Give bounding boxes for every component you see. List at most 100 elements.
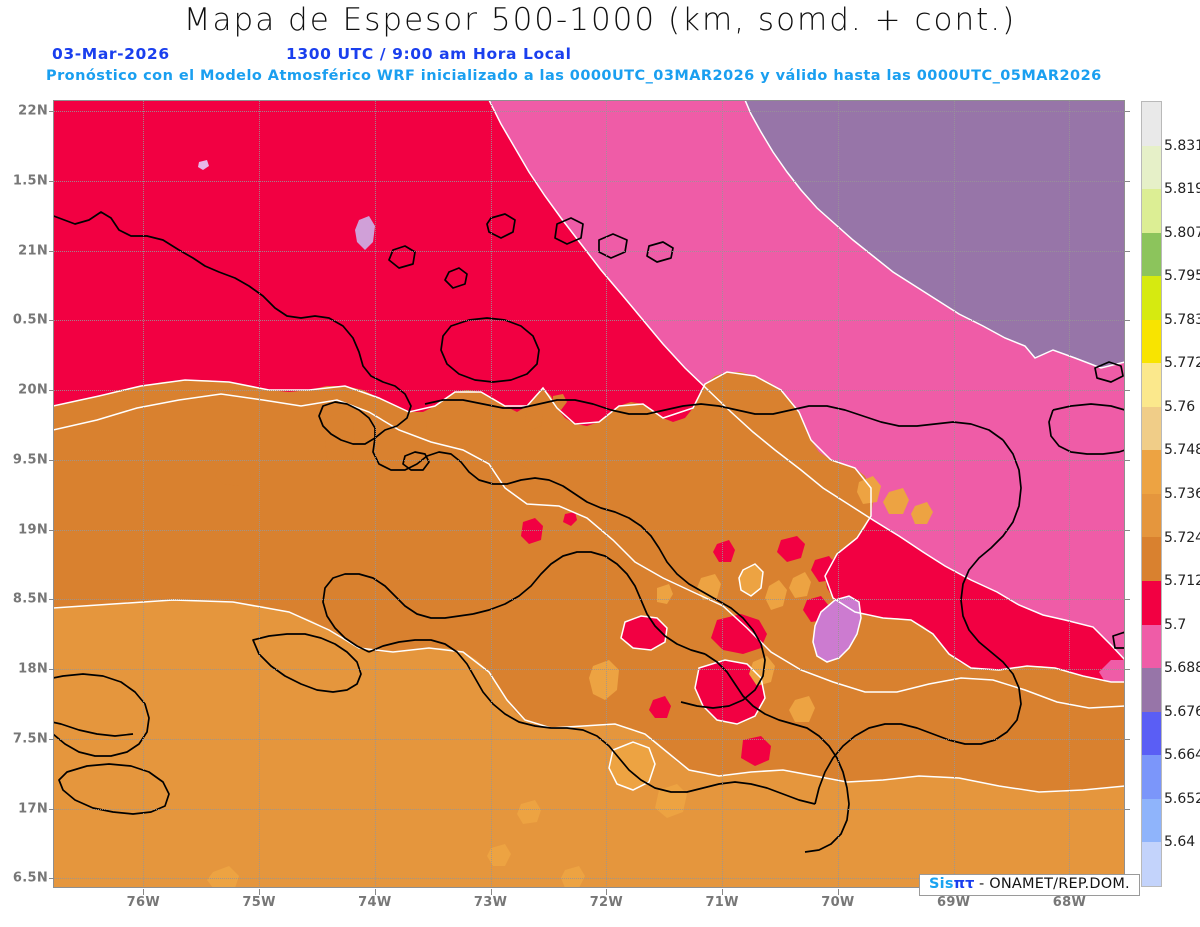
colorbar-segment[interactable] [1142,232,1161,277]
x-axis-tick [490,889,492,895]
colorbar-segment[interactable] [1142,798,1161,843]
logo-pi-icon: πτ [953,876,975,892]
colorbar-tick-label: 5.819 [1164,181,1200,198]
region-crimson-island-g [563,512,577,526]
forecast-hour: 1300 UTC / 9:00 am Hora Local [286,45,572,63]
y-axis-label: 1.5N [12,173,48,189]
x-axis-tick [837,889,839,895]
colorbar-tick-label: 5.772 [1164,355,1200,372]
colorbar-segment[interactable] [1142,711,1161,756]
colorbar-segment[interactable] [1142,842,1161,886]
y-axis-tick [49,878,54,880]
y-axis-tick [49,390,54,392]
x-axis-label: 76W [126,895,160,910]
region-crimson-island-i [811,556,837,582]
colorbar-tick-label: 5.807 [1164,224,1200,241]
region-crimson-island-h [777,536,805,562]
y-axis-label: 20N [18,382,48,398]
y-axis-label: 22N [18,103,48,119]
y-axis-tick [49,599,54,601]
x-axis-label: 68W [1052,895,1087,910]
region-violet-patch-east [813,596,861,662]
x-axis-label: 75W [242,895,276,910]
x-axis-tick [374,889,376,895]
x-axis-label: 74W [358,895,392,910]
region-crimson-island-d [741,736,771,766]
thickness-contour-map [53,100,1125,888]
region-violet-islet-nw [355,216,375,250]
y-axis-tick-right [1125,320,1130,322]
agency-logo: Sisπτ - ONAMET/REP.DOM. [919,874,1140,897]
y-axis-tick-right [1125,390,1130,392]
colorbar-segment[interactable] [1142,668,1161,712]
y-axis-tick [49,459,54,461]
x-axis-tick [606,889,608,895]
colorbar-segment[interactable] [1142,493,1161,538]
y-axis-tick [49,738,54,740]
map-plot-area[interactable] [53,100,1125,888]
y-axis-tick-right [1125,669,1130,671]
y-axis-tick [49,669,54,671]
y-axis-tick-right [1125,808,1130,810]
y-axis-tick-right [1125,180,1130,182]
region-crimson-island-b [711,614,767,654]
colorbar-segment[interactable] [1142,406,1161,451]
y-axis-label: 7.5N [12,731,48,747]
x-axis-label: 73W [473,895,508,910]
colorbar-segment[interactable] [1142,450,1161,494]
region-orange-patch-c [215,462,251,486]
y-axis-label: 19N [18,522,48,538]
page-title: Mapa de Espesor 500-1000 (km, somd. + co… [183,2,1017,38]
contour-lines-white [53,100,1125,793]
colorbar-segment[interactable] [1142,624,1161,669]
colorbar-segment[interactable] [1142,319,1161,364]
y-axis-tick [49,111,54,113]
region-violet-islet-2 [198,160,209,170]
region-purple-northeast-corner [745,100,1125,368]
colorbar-tick-label: 5.664 [1164,747,1200,764]
region-orange-patch-e [525,406,543,430]
y-axis-tick-right [1125,529,1130,531]
x-axis-label: 72W [589,895,624,910]
y-axis-tick [49,320,54,322]
x-axis-label: 70W [821,895,855,910]
colorbar-segment[interactable] [1142,102,1161,146]
y-axis-tick [49,808,54,810]
colorbar-segment[interactable] [1142,537,1161,582]
region-orange-light-south-overlay [53,600,1125,888]
y-axis-tick-right [1125,599,1130,601]
region-crimson-island-e [649,696,671,718]
x-axis-tick [722,889,724,895]
y-axis-tick [49,250,54,252]
colorbar-segment[interactable] [1142,363,1161,407]
colorbar-segment[interactable] [1142,189,1161,233]
colorbar[interactable] [1141,101,1162,887]
colorbar-tick-label: 5.736 [1164,486,1200,502]
region-orange-patch-b [407,412,427,444]
subtitle-datetime: 03-Mar-2026 1300 UTC / 9:00 am Hora Loca… [0,45,1200,67]
region-crimson-island-a [621,616,667,650]
colorbar-segment[interactable] [1142,581,1161,625]
colorbar-segment[interactable] [1142,145,1161,190]
y-axis-label: 18N [18,661,48,677]
y-axis-tick-right [1125,250,1130,252]
x-axis-tick [143,889,145,895]
y-axis-tick-right [1125,459,1130,461]
forecast-note: Pronóstico con el Modelo Atmosférico WRF… [46,68,1102,84]
y-axis-tick-right [1125,738,1130,740]
colorbar-tick-label: 5.783 [1164,311,1200,328]
y-axis-label: 8.5N [12,591,48,607]
colorbar-segment[interactable] [1142,276,1161,320]
colorbar-tick-label: 5.676 [1164,703,1200,720]
y-axis-label: 21N [18,243,48,259]
x-axis-label: 71W [705,895,739,910]
y-axis-tick-right [1125,111,1130,113]
y-axis-label: 0.5N [12,312,48,328]
colorbar-segment[interactable] [1142,755,1161,799]
forecast-date: 03-Mar-2026 [52,45,170,63]
x-axis-tick [259,889,261,895]
colorbar-tick-label: 5.76 [1164,398,1196,415]
colorbar-tick-label: 5.712 [1164,573,1200,590]
region-crimson-island-k [713,540,735,562]
logo-agency-text: - ONAMET/REP.DOM. [979,876,1130,892]
